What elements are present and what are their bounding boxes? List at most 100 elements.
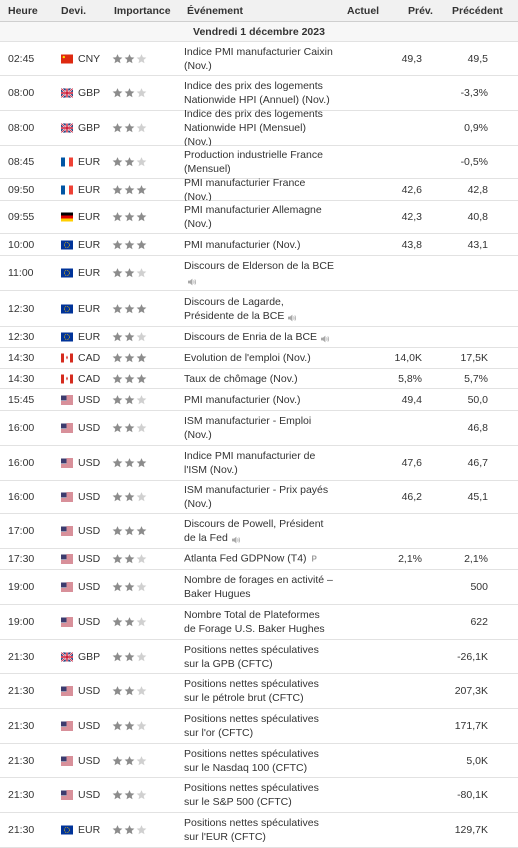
event-name[interactable]: Positions nettes spéculatives sur le S&P… (184, 781, 334, 809)
header-actual[interactable]: Actuel (347, 5, 380, 17)
event-row[interactable]: 11:00 EUR Discours de Elderson de la BCE (0, 256, 518, 291)
event-row[interactable]: 21:30 USD Positions nettes spéculatives su… (0, 709, 518, 744)
event-time: 09:55 (8, 211, 35, 223)
event-title[interactable]: Positions nettes spéculatives sur le Nas… (184, 747, 319, 774)
event-name[interactable]: Discours de Elderson de la BCE (184, 259, 334, 287)
event-row[interactable]: 14:30 CAD Evolution de l'emploi (Nov.) 14,0… (0, 348, 518, 369)
currency-code: EUR (78, 183, 101, 196)
event-time: 16:00 (8, 457, 35, 469)
event-name[interactable]: Indice PMI manufacturier Caixin (Nov.) (184, 45, 334, 73)
event-name[interactable]: Taux de chômage (Nov.) (184, 372, 334, 386)
event-title[interactable]: ISM manufacturier - Prix payés (Nov.) (184, 484, 329, 510)
event-name[interactable]: Indice des prix des logements Nationwide… (184, 107, 334, 149)
event-name[interactable]: PMI manufacturier (Nov.) (184, 393, 334, 407)
event-time: 21:30 (8, 720, 35, 732)
event-row[interactable]: 17:00 USD Discours de Powell, Président de… (0, 514, 518, 549)
usa-flag-icon (61, 458, 73, 468)
event-row[interactable]: 08:00 GBP Indice des prix des logements Na… (0, 108, 518, 148)
currency-code: USD (78, 525, 101, 537)
date-row: Vendredi 1 décembre 2023 (0, 22, 518, 42)
event-title[interactable]: Indice des prix des logements Nationwide… (184, 108, 323, 148)
importance-stars (112, 721, 147, 732)
event-row[interactable]: 12:30 EUR Discours de Lagarde, Présidente … (0, 291, 518, 327)
event-title[interactable]: Indice PMI manufacturier de l'ISM (Nov.) (184, 450, 316, 476)
event-title[interactable]: Atlanta Fed GDPNow (T4) (184, 552, 307, 565)
event-name[interactable]: Indice des prix des logements Nationwide… (184, 79, 334, 107)
event-title[interactable]: PMI manufacturier (Nov.) (184, 238, 301, 251)
event-row[interactable]: 21:30 USD Positions nettes spéculatives su… (0, 674, 518, 709)
star-filled-icon (124, 458, 135, 469)
event-row[interactable]: 16:00 USD ISM manufacturier - Prix payés (… (0, 481, 518, 514)
event-row[interactable]: 08:45 EUR Production industrielle France (… (0, 146, 518, 179)
event-row[interactable]: 12:30 EUR Discours de Enria de la BCE (0, 327, 518, 348)
event-title[interactable]: Nombre de forages en activité – Baker Hu… (184, 574, 333, 600)
event-title[interactable]: Positions nettes spéculatives sur l'or (… (184, 713, 319, 739)
event-name[interactable]: Positions nettes spéculatives sur la GPB… (184, 643, 334, 671)
event-title[interactable]: Indice des prix des logements Nationwide… (184, 80, 330, 106)
event-row[interactable]: 10:00 EUR PMI manufacturier (Nov.) 43,8 43,1 (0, 234, 518, 256)
header-importance[interactable]: Importance (114, 5, 171, 17)
event-title[interactable]: Indice PMI manufacturier Caixin (Nov.) (184, 45, 333, 72)
event-row[interactable]: 21:30 USD Positions nettes spéculatives su… (0, 778, 518, 813)
event-row[interactable]: 15:45 USD PMI manufacturier (Nov.) 49,4 50,0 (0, 389, 518, 411)
header-forecast[interactable]: Prév. (408, 5, 433, 17)
event-title[interactable]: Discours de Elderson de la BCE (184, 260, 334, 272)
event-name[interactable]: ISM manufacturier - Prix payés (Nov.) (184, 483, 334, 511)
event-title[interactable]: Positions nettes spéculatives sur la GPB… (184, 643, 319, 670)
event-row[interactable]: 21:30 USD Positions nettes spéculatives su… (0, 744, 518, 778)
event-name[interactable]: Positions nettes spéculatives sur le pét… (184, 677, 334, 705)
event-name[interactable]: Positions nettes spéculatives sur l'or (… (184, 712, 334, 740)
event-name[interactable]: Positions nettes spéculatives sur le Nas… (184, 747, 334, 775)
event-row[interactable]: 17:30 USD Atlanta Fed GDPNow (T4) P 2,1% 2,1% (0, 549, 518, 570)
event-title[interactable]: Discours de Lagarde, Présidente de la BC… (184, 295, 285, 322)
event-title[interactable]: Positions nettes spéculatives sur le pét… (184, 678, 319, 704)
event-title[interactable]: Evolution de l'emploi (Nov.) (184, 352, 311, 364)
event-name[interactable]: Nombre Total de Plateformes de Forage U.… (184, 608, 334, 636)
event-name[interactable]: Discours de Enria de la BCE (184, 330, 334, 344)
event-name[interactable]: Evolution de l'emploi (Nov.) (184, 351, 334, 365)
event-row[interactable]: 16:00 USD ISM manufacturier - Emploi (Nov.… (0, 411, 518, 446)
event-name[interactable]: ISM manufacturier - Emploi (Nov.) (184, 414, 334, 442)
event-row[interactable]: 02:45 CNY Indice PMI manufacturier Caixin … (0, 42, 518, 76)
event-title[interactable]: Taux de chômage (Nov.) (184, 372, 298, 385)
event-row[interactable]: 19:00 USD Nombre Total de Plateformes de F… (0, 605, 518, 640)
event-title[interactable]: Discours de Powell, Président de la Fed (184, 518, 324, 544)
event-name[interactable]: PMI manufacturier France (Nov.) (184, 176, 334, 204)
star-filled-icon (112, 239, 123, 250)
event-name[interactable]: PMI manufacturier Allemagne (Nov.) (184, 203, 334, 231)
event-time: 16:00 (8, 491, 35, 503)
event-name[interactable]: Production industrielle France (Mensuel) (184, 148, 334, 176)
event-row[interactable]: 19:00 USD Nombre de forages en activité – … (0, 570, 518, 605)
event-row[interactable]: 08:00 GBP Indice des prix des logements Na… (0, 76, 518, 111)
event-name[interactable]: Positions nettes spéculatives sur l'EUR … (184, 816, 334, 844)
header-event[interactable]: Événement (187, 5, 244, 17)
event-title[interactable]: PMI manufacturier (Nov.) (184, 393, 301, 406)
event-title[interactable]: Positions nettes spéculatives sur le S&P… (184, 782, 319, 808)
event-name[interactable]: Atlanta Fed GDPNow (T4) P (184, 552, 334, 567)
currency-code: USD (78, 754, 101, 767)
header-time[interactable]: Heure (8, 5, 38, 17)
importance-stars (112, 303, 147, 314)
event-name[interactable]: Discours de Powell, Président de la Fed (184, 517, 334, 545)
event-row[interactable]: 09:50 EUR PMI manufacturier France (Nov.) 4… (0, 176, 518, 204)
event-time: 21:30 (8, 789, 35, 801)
event-title[interactable]: PMI manufacturier Allemagne (Nov.) (184, 204, 322, 230)
previous-value: 46,8 (467, 422, 488, 434)
event-name[interactable]: Discours de Lagarde, Présidente de la BC… (184, 295, 334, 323)
event-row[interactable]: 14:30 CAD Taux de chômage (Nov.) 5,8% 5,7% (0, 369, 518, 389)
star-filled-icon (112, 582, 123, 593)
event-row[interactable]: 16:00 USD Indice PMI manufacturier de l'IS… (0, 446, 518, 481)
event-title[interactable]: Discours de Enria de la BCE (184, 331, 318, 343)
event-name[interactable]: PMI manufacturier (Nov.) (184, 238, 334, 252)
event-name[interactable]: Indice PMI manufacturier de l'ISM (Nov.) (184, 449, 334, 477)
event-title[interactable]: Nombre Total de Plateformes de Forage U.… (184, 609, 325, 635)
header-currency[interactable]: Devi. (61, 5, 87, 17)
event-title[interactable]: Production industrielle France (Mensuel) (184, 149, 323, 175)
event-row[interactable]: 09:55 EUR PMI manufacturier Allemagne (Nov… (0, 201, 518, 234)
event-row[interactable]: 21:30 GBP Positions nettes spéculatives su… (0, 640, 518, 674)
event-title[interactable]: Positions nettes spéculatives sur l'EUR … (184, 817, 319, 843)
event-name[interactable]: Nombre de forages en activité – Baker Hu… (184, 573, 334, 601)
header-previous[interactable]: Précédent (452, 5, 503, 17)
event-title[interactable]: ISM manufacturier - Emploi (Nov.) (184, 415, 312, 441)
event-title[interactable]: PMI manufacturier France (Nov.) (184, 176, 306, 203)
